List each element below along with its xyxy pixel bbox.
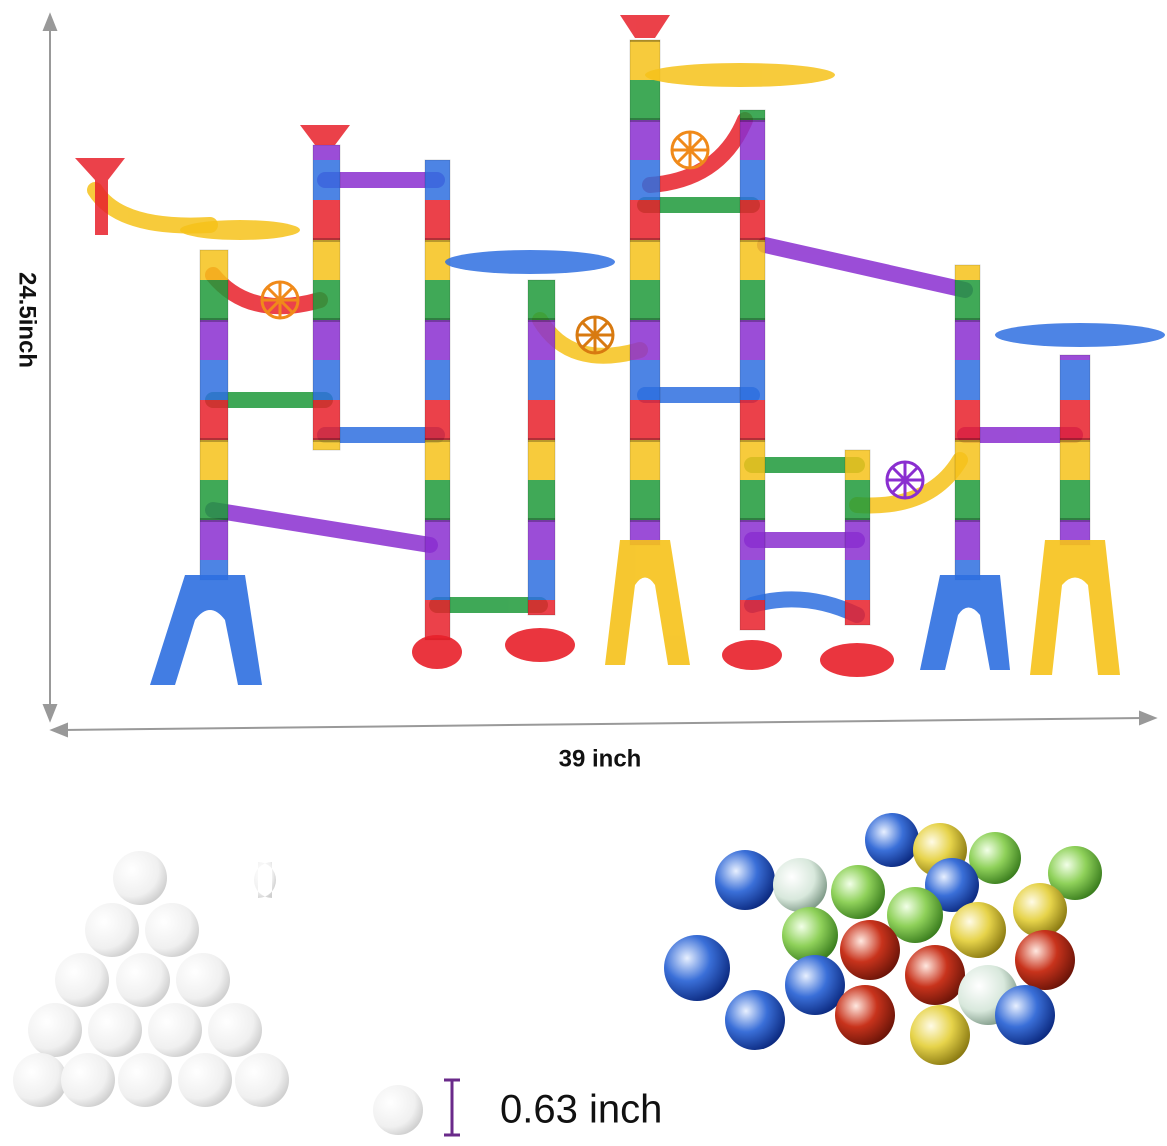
- water-wheels: [260, 130, 925, 500]
- size-marker: [444, 1078, 460, 1137]
- funnels: [75, 15, 1165, 347]
- bases: [150, 540, 1120, 685]
- plastic-balls: [13, 851, 423, 1135]
- width-label: 39 inch: [559, 745, 642, 772]
- marble-size-label: 0.63 inch: [500, 1088, 662, 1132]
- dimension-lines: [42, 12, 1158, 738]
- height-label: 24.5inch: [14, 272, 41, 368]
- glass-marbles: [664, 813, 1102, 1065]
- connectors: [87, 112, 1083, 623]
